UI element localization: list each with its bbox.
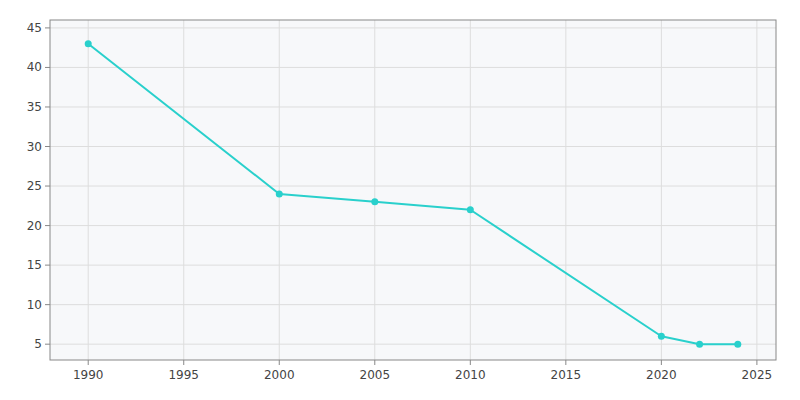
- tick-x: [374, 360, 375, 365]
- grid-line-y: [50, 225, 776, 226]
- chart-container: 1990199520002005201020152020202551015202…: [0, 0, 800, 400]
- tick-y: [45, 106, 50, 107]
- plot-frame: [50, 20, 776, 360]
- grid-line-x: [756, 20, 757, 360]
- tick-label-y: 30: [27, 140, 42, 154]
- line: [88, 44, 738, 344]
- grid-line-x: [183, 20, 184, 360]
- tick-y: [45, 225, 50, 226]
- tick-y: [45, 304, 50, 305]
- tick-label-x: 2005: [360, 368, 391, 382]
- tick-label-x: 2010: [455, 368, 486, 382]
- marker: [85, 40, 92, 47]
- grid-line-y: [50, 146, 776, 147]
- chart: 1990199520002005201020152020202551015202…: [0, 0, 800, 400]
- tick-label-y: 40: [27, 60, 42, 74]
- grid-line-y: [50, 304, 776, 305]
- tick-x: [279, 360, 280, 365]
- grid-line-y: [50, 27, 776, 28]
- grid-line-x: [661, 20, 662, 360]
- grid-line-y: [50, 344, 776, 345]
- tick-label-y: 15: [27, 258, 42, 272]
- grid-line-y: [50, 186, 776, 187]
- tick-x: [756, 360, 757, 365]
- tick-label-x: 2025: [742, 368, 773, 382]
- tick-x: [183, 360, 184, 365]
- tick-y: [45, 186, 50, 187]
- tick-x: [470, 360, 471, 365]
- tick-label-y: 25: [27, 179, 42, 193]
- tick-label-x: 2015: [551, 368, 582, 382]
- axes: 1990199520002005201020152020202551015202…: [27, 20, 776, 382]
- tick-label-y: 5: [34, 337, 42, 351]
- grid-line-x: [374, 20, 375, 360]
- marker: [371, 198, 378, 205]
- grid-line-x: [470, 20, 471, 360]
- tick-x: [88, 360, 89, 365]
- tick-x: [661, 360, 662, 365]
- plot-background: [50, 20, 776, 360]
- tick-label-y: 10: [27, 298, 42, 312]
- tick-label-x: 2000: [264, 368, 295, 382]
- grid-line-y: [50, 67, 776, 68]
- tick-label-y: 45: [27, 21, 42, 35]
- grid-line-y: [50, 265, 776, 266]
- tick-y: [45, 67, 50, 68]
- tick-x: [565, 360, 566, 365]
- tick-y: [45, 27, 50, 28]
- tick-label-y: 20: [27, 219, 42, 233]
- marker: [658, 333, 665, 340]
- marker: [276, 190, 283, 197]
- grid-line-x: [565, 20, 566, 360]
- tick-label-x: 1995: [168, 368, 199, 382]
- tick-y: [45, 344, 50, 345]
- tick-label-x: 2020: [646, 368, 677, 382]
- tick-label-y: 35: [27, 100, 42, 114]
- grid-line-x: [88, 20, 89, 360]
- marker: [467, 206, 474, 213]
- tick-y: [45, 146, 50, 147]
- grid-line-y: [50, 106, 776, 107]
- tick-y: [45, 265, 50, 266]
- marker: [734, 341, 741, 348]
- grid: [50, 20, 776, 360]
- data-area: [85, 40, 742, 347]
- grid-line-x: [279, 20, 280, 360]
- marker: [696, 341, 703, 348]
- tick-label-x: 1990: [73, 368, 104, 382]
